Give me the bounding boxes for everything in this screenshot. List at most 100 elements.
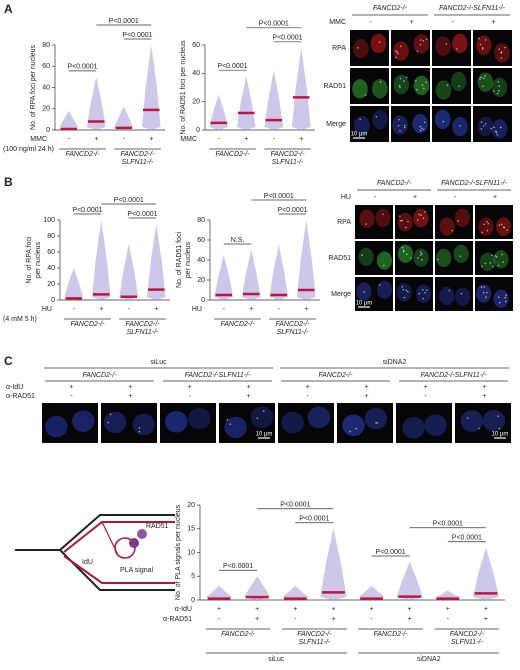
focus [493,126,495,129]
focus [482,291,485,294]
y-tick-label: 100 [43,217,55,224]
significance-label: P<0.0001 [433,521,463,528]
condition-sign: + [408,606,412,613]
focus [495,130,497,133]
focus [403,296,406,299]
micrograph [435,205,473,239]
condition-sign: - [306,393,309,400]
group-label: FANCD2-/- [221,631,256,638]
focus [483,125,485,127]
panel-label: C [4,354,13,368]
focus [399,86,401,88]
focus [495,131,498,134]
focus [459,255,462,257]
focus [256,417,259,420]
nucleus [413,75,430,96]
nucleus [372,78,388,99]
spread [244,576,271,600]
focus [481,231,483,234]
focus [419,129,422,132]
row-name: HU [192,306,202,313]
condition-sign: - [278,306,281,313]
spread [86,76,106,130]
focus [480,121,483,123]
focus [398,84,401,87]
y-tick-label: 40 [47,265,55,272]
focus [480,76,482,79]
focus [399,77,402,80]
nucleus [103,411,127,434]
nucleus [376,280,393,299]
image-sign: - [451,19,454,26]
focus [425,38,428,41]
nucleus [392,115,408,135]
scale-label: 10 µm [256,432,273,438]
significance-label: P<0.0001 [72,207,102,214]
focus [422,217,425,219]
condition-sign: + [299,136,303,143]
spread [91,220,111,300]
focus [498,85,501,87]
image-treatment: HU [341,194,351,201]
focus [437,258,439,261]
nucleus [372,109,388,130]
row-name: α-IdU [6,384,23,391]
group-label: SLFN11-/- [122,159,154,166]
nucleus [493,289,509,308]
image-sign: - [374,194,377,201]
focus [402,249,405,252]
condition-sign: - [188,393,191,400]
group-label: SLFN11-/- [272,159,304,166]
nucleus [477,116,494,137]
focus [422,128,425,131]
condition-sign: - [294,616,297,623]
condition-sign: + [217,606,221,613]
condition-sign: + [305,384,309,391]
focus [504,46,506,49]
condition-sign: + [249,306,253,313]
condition-sign: + [331,616,335,623]
condition-sign: + [99,306,103,313]
image-row-label: RAD51 [323,83,346,90]
diagram-label: PLA signal [120,567,154,574]
group-label: FANCD2-/- [215,151,250,158]
y-tick-label: 5 [191,573,195,580]
condition-sign: + [364,393,368,400]
focus [138,427,141,429]
nucleus [439,286,455,306]
focus [403,80,405,82]
nucleus [416,284,432,303]
condition-sign: + [246,393,250,400]
nucleus [353,115,370,136]
group-label: FANCD2-/- [220,321,255,328]
nucleus [45,415,68,438]
y-tick-label: 20 [192,99,200,106]
focus [397,124,400,127]
super-group-label: siDNA2 [383,359,407,366]
y-tick-label: 80 [47,233,55,240]
focus [399,215,401,217]
condition-sign: + [293,606,297,613]
group-label: FANCD2-/-SLFN11-/- [421,372,488,379]
focus [480,128,483,130]
condition-sign: + [408,616,412,623]
group-label: SLFN11-/- [277,329,309,336]
focus [397,52,399,55]
focus [138,430,141,433]
focus [423,121,426,124]
nucleus [482,409,506,432]
significance-label: P<0.0001 [376,549,406,556]
focus [405,76,408,79]
image-group-label: FANCD2-/- [373,5,408,12]
group-label: SLFN11-/- [451,639,483,646]
focus [495,256,498,258]
condition-sign: - [273,136,276,143]
nucleus [436,248,452,268]
micrograph [475,241,513,275]
focus [458,85,460,88]
focus [442,120,445,123]
image-sign: - [369,19,372,26]
focus [484,122,487,125]
nucleus [491,119,508,139]
focus [500,56,503,59]
